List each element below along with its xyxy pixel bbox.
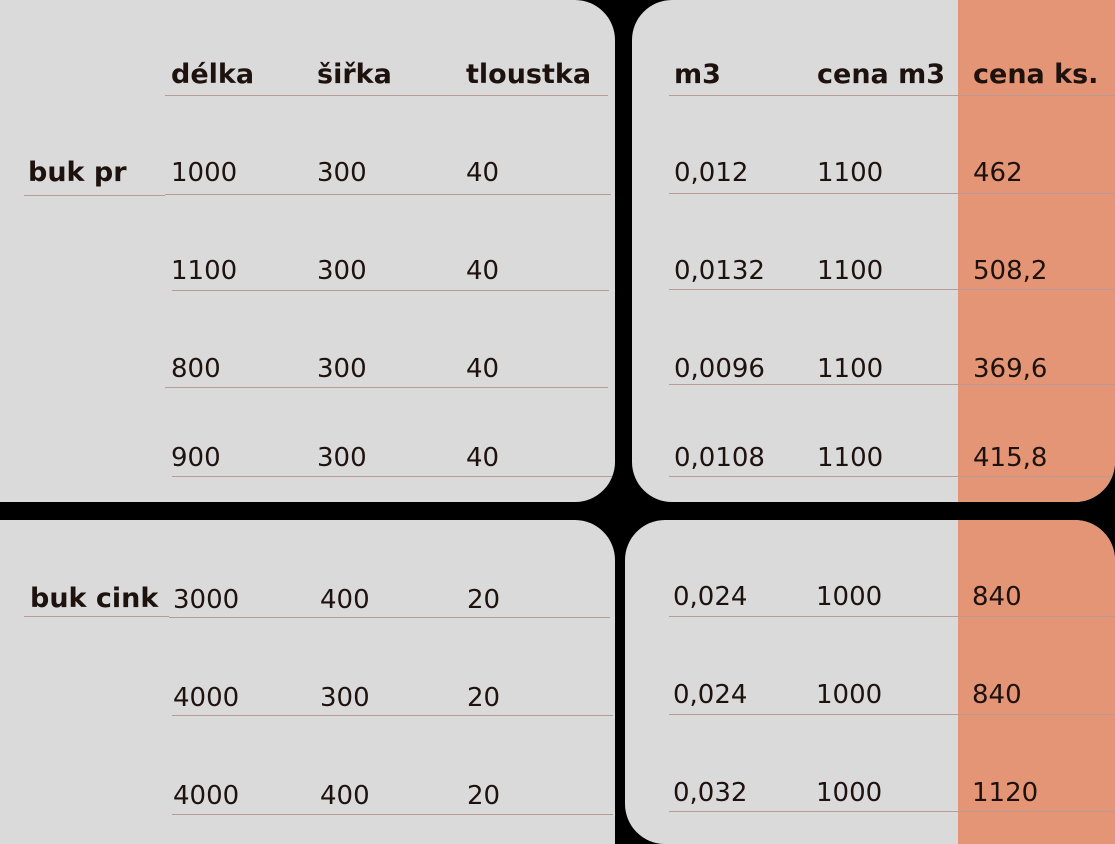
row-divider xyxy=(172,290,609,291)
cell-cena-m3: 1100 xyxy=(817,443,884,473)
cell-cena-m3: 1000 xyxy=(816,582,883,612)
cell-m3: 0,032 xyxy=(673,778,748,808)
cell-delka: 1100 xyxy=(171,256,238,286)
cell-cena-m3: 1000 xyxy=(816,778,883,808)
row-divider xyxy=(669,193,1115,194)
cell-cena-m3: 1100 xyxy=(817,256,884,286)
row-divider xyxy=(669,714,1115,715)
header-delka: délka xyxy=(171,59,255,90)
header-tloustka: tloustka xyxy=(466,59,592,90)
cell-sirka: 400 xyxy=(320,781,370,811)
row-divider xyxy=(165,387,608,388)
cell-m3: 0,012 xyxy=(674,158,749,188)
cell-cena-m3: 1100 xyxy=(817,354,884,384)
cell-m3: 0,024 xyxy=(673,680,748,710)
header-divider xyxy=(669,95,1115,96)
row-divider xyxy=(165,194,611,195)
row-divider xyxy=(172,476,612,477)
group-label-buk-cink: buk cink xyxy=(30,583,159,614)
group-label-divider xyxy=(24,616,169,617)
header-divider xyxy=(165,95,608,96)
cell-cena-ks: 840 xyxy=(972,680,1022,710)
cell-m3: 0,0108 xyxy=(674,443,765,473)
price-column-highlight xyxy=(958,0,1115,502)
cell-cena-ks: 415,8 xyxy=(973,443,1048,473)
cell-delka: 1000 xyxy=(171,158,238,188)
cell-m3: 0,0096 xyxy=(674,354,765,384)
cell-tloustka: 20 xyxy=(467,781,501,811)
cell-cena-ks: 840 xyxy=(972,582,1022,612)
cell-tloustka: 20 xyxy=(467,585,501,615)
cell-cena-m3: 1100 xyxy=(817,158,884,188)
price-column-highlight xyxy=(958,520,1115,844)
cell-cena-ks: 369,6 xyxy=(973,354,1048,384)
cell-sirka: 400 xyxy=(320,585,370,615)
cell-m3: 0,024 xyxy=(673,582,748,612)
row-divider xyxy=(172,715,613,716)
cell-delka: 4000 xyxy=(173,781,240,811)
cell-cena-ks: 462 xyxy=(973,158,1023,188)
cell-tloustka: 20 xyxy=(467,683,501,713)
dimensions-panel-buk-pr: délka šiřka tloustka buk pr 1000 300 40 … xyxy=(0,0,615,502)
header-cena-ks: cena ks. xyxy=(973,59,1099,90)
group-label-divider xyxy=(24,195,165,196)
cell-cena-ks: 1120 xyxy=(972,778,1039,808)
row-divider xyxy=(169,617,610,618)
cell-tloustka: 40 xyxy=(466,158,500,188)
prices-panel-buk-pr: m3 cena m3 cena ks. 0,012 1100 462 0,013… xyxy=(632,0,1115,502)
cell-delka: 3000 xyxy=(173,585,240,615)
header-m3: m3 xyxy=(674,59,721,90)
cell-sirka: 300 xyxy=(317,256,367,286)
dimensions-panel-buk-cink: buk cink 3000 400 20 4000 300 20 4000 40… xyxy=(0,520,615,844)
row-divider xyxy=(669,384,1115,385)
cell-m3: 0,0132 xyxy=(674,256,765,286)
row-divider xyxy=(669,811,1115,812)
cell-cena-ks: 508,2 xyxy=(973,256,1048,286)
cell-delka: 800 xyxy=(171,354,221,384)
cell-sirka: 300 xyxy=(317,354,367,384)
prices-panel-buk-cink: 0,024 1000 840 0,024 1000 840 0,032 1000… xyxy=(625,520,1115,844)
row-divider xyxy=(669,289,1115,290)
row-divider xyxy=(669,616,1115,617)
cell-sirka: 300 xyxy=(320,683,370,713)
row-divider xyxy=(172,814,613,815)
cell-tloustka: 40 xyxy=(466,354,500,384)
cell-tloustka: 40 xyxy=(466,256,500,286)
cell-tloustka: 40 xyxy=(466,443,500,473)
group-label-buk-pr: buk pr xyxy=(28,157,127,188)
cell-sirka: 300 xyxy=(317,443,367,473)
header-sirka: šiřka xyxy=(317,59,392,90)
row-divider xyxy=(669,476,1115,477)
cell-delka: 4000 xyxy=(173,683,240,713)
header-cena-m3: cena m3 xyxy=(817,59,946,90)
cell-cena-m3: 1000 xyxy=(816,680,883,710)
cell-sirka: 300 xyxy=(317,158,367,188)
cell-delka: 900 xyxy=(171,443,221,473)
